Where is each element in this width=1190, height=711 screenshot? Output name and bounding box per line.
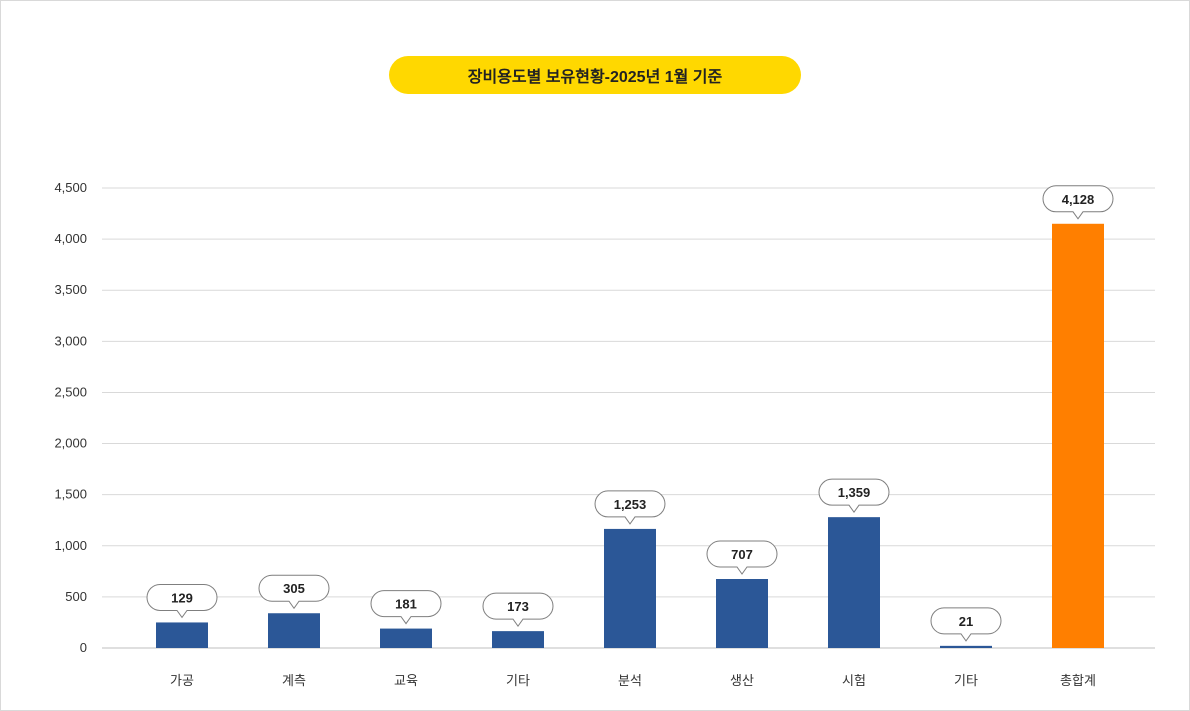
- y-tick-label: 3,500: [54, 282, 87, 297]
- bar: [156, 622, 208, 648]
- y-tick-label: 4,000: [54, 231, 87, 246]
- y-tick-label: 500: [65, 589, 87, 604]
- bar: [940, 645, 992, 648]
- data-label: 707: [731, 547, 753, 562]
- x-tick-label: 시험: [842, 673, 866, 688]
- data-label: 4,128: [1062, 192, 1095, 207]
- bar: [716, 579, 768, 648]
- bar: [380, 628, 432, 648]
- x-tick-label: 총합계: [1060, 673, 1096, 688]
- data-label: 129: [171, 590, 193, 605]
- data-label-callout: [594, 490, 666, 525]
- x-tick-label: 가공: [170, 673, 194, 688]
- chart-title: 장비용도별 보유현황-2025년 1월 기준: [389, 56, 801, 94]
- data-label-callout: [482, 592, 554, 627]
- bar: [492, 631, 544, 648]
- data-labels: 129 305 181 173 1,253 707 1,359 21 4,128: [146, 185, 1114, 642]
- data-label: 305: [283, 581, 305, 596]
- x-tick-label: 계측: [282, 673, 306, 688]
- data-label: 173: [507, 599, 529, 614]
- bar: [1052, 223, 1104, 648]
- y-tick-label: 3,000: [54, 333, 87, 348]
- data-label-callout: [258, 574, 330, 610]
- data-label: 1,253: [614, 497, 647, 512]
- bars: [156, 223, 1104, 648]
- data-label-callout: [370, 590, 442, 625]
- x-tick-label: 분석: [618, 673, 642, 688]
- bar: [604, 528, 656, 648]
- x-tick-label: 기타: [954, 673, 978, 688]
- x-tick-label: 생산: [730, 673, 754, 688]
- x-tick-label: 교육: [394, 673, 418, 688]
- data-label-callout: [146, 583, 218, 619]
- y-tick-label: 4,500: [54, 180, 87, 195]
- data-label: 21: [959, 614, 973, 629]
- data-label: 1,359: [838, 485, 871, 500]
- data-label-callout: [818, 478, 890, 514]
- bar: [268, 613, 320, 648]
- bar: [828, 517, 880, 648]
- data-label: 181: [395, 597, 417, 612]
- y-axis: 0 500 1,000 1,500 2,000 2,500 3,000 3,500 4,000 4…: [54, 180, 87, 655]
- x-axis: 가공 계측 교육 기타 분석 생산 시험 기타 총합계: [170, 673, 1096, 688]
- data-label-callout: [1042, 185, 1114, 220]
- x-tick-label: 기타: [506, 673, 530, 688]
- y-tick-label: 1,500: [54, 487, 87, 502]
- y-tick-label: 2,500: [54, 384, 87, 399]
- data-label-callout: [706, 540, 778, 575]
- y-tick-label: 2,000: [54, 436, 87, 451]
- y-tick-label: 1,000: [54, 538, 87, 553]
- y-tick-label: 0: [80, 640, 87, 655]
- data-label-callout: [930, 607, 1002, 642]
